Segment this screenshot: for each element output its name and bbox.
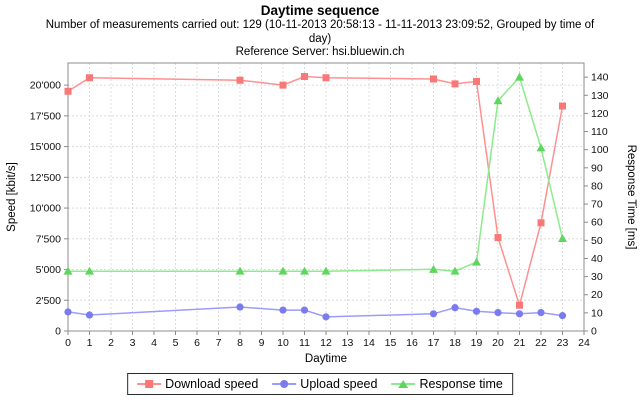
svg-text:7'500: 7'500 (36, 233, 62, 245)
svg-text:50: 50 (591, 235, 603, 247)
svg-text:10'000: 10'000 (30, 203, 61, 215)
response-time-legend-marker-icon (391, 378, 416, 390)
axis-tick-labels: 0 1 2 3 4 5 6 7 8 9 10 11 12 13 14 15 16 17 18 19 20 21 22 23 24… (30, 72, 609, 349)
svg-text:13: 13 (342, 337, 354, 349)
svg-text:15: 15 (385, 337, 397, 349)
svg-text:4: 4 (151, 337, 157, 349)
svg-text:3: 3 (130, 337, 136, 349)
right-axis-title: Response Time [ms] (625, 145, 637, 250)
x-axis-title: Daytime (305, 353, 347, 365)
svg-text:14: 14 (363, 337, 375, 349)
axis-ticks (64, 76, 588, 335)
svg-text:12'500: 12'500 (30, 172, 61, 184)
chart-reference-server: Reference Server: hsi.bluewin.ch (235, 46, 405, 58)
svg-text:60: 60 (591, 217, 603, 229)
svg-text:8: 8 (237, 337, 243, 349)
svg-text:110: 110 (591, 126, 608, 138)
svg-text:7: 7 (216, 337, 222, 349)
legend-item-download-speed: Download speed (137, 377, 258, 391)
svg-text:9: 9 (259, 337, 265, 349)
chart-title: Daytime sequence (260, 3, 380, 18)
svg-text:2'500: 2'500 (36, 295, 62, 307)
grid-lines (67, 63, 585, 332)
response-time-markers (63, 72, 567, 275)
upload-speed-legend-marker-icon (272, 378, 297, 390)
svg-text:17'500: 17'500 (30, 110, 61, 122)
svg-text:20: 20 (591, 289, 603, 301)
svg-text:16: 16 (406, 337, 418, 349)
svg-text:18: 18 (449, 337, 461, 349)
chart-legend: Download speed Upload speed Response tim… (127, 373, 513, 395)
svg-text:80: 80 (591, 180, 603, 192)
axis-titles: Speed [kbit/s] Response Time [ms] Daytime (6, 145, 637, 365)
svg-text:140: 140 (591, 72, 609, 84)
upload-speed-line (67, 306, 563, 318)
svg-text:100: 100 (591, 144, 609, 156)
svg-text:2: 2 (108, 337, 114, 349)
svg-text:70: 70 (591, 199, 603, 211)
svg-text:5: 5 (173, 337, 179, 349)
svg-text:90: 90 (591, 162, 603, 174)
svg-text:1: 1 (87, 337, 93, 349)
response-time-line (68, 75, 564, 272)
svg-text:11: 11 (299, 337, 310, 349)
svg-text:0: 0 (65, 337, 71, 349)
download-speed-legend-marker-icon (137, 378, 162, 390)
svg-text:0: 0 (55, 326, 61, 338)
svg-text:20'000: 20'000 (30, 80, 61, 92)
legend-item-upload-speed: Upload speed (272, 377, 377, 391)
chart-subtitle-line2: day) (308, 32, 332, 45)
svg-text:20: 20 (492, 337, 504, 349)
chart-subtitle-line1: Number of measurements carried out: 129 … (45, 19, 595, 31)
legend-label-response-time: Response time (419, 377, 503, 391)
svg-text:6: 6 (194, 337, 200, 349)
legend-label-upload-speed: Upload speed (300, 377, 378, 391)
legend-item-response-time: Response time (391, 377, 503, 391)
svg-text:130: 130 (591, 90, 609, 102)
svg-text:22: 22 (535, 337, 547, 349)
left-axis-title: Speed [kbit/s] (6, 162, 18, 232)
svg-text:21: 21 (514, 337, 526, 349)
svg-text:5'000: 5'000 (36, 264, 62, 276)
svg-text:24: 24 (578, 337, 590, 349)
download-speed-markers (64, 73, 566, 309)
legend-label-download-speed: Download speed (165, 377, 259, 391)
chart-header: Daytime sequence Number of measurements … (0, 3, 640, 60)
svg-text:19: 19 (471, 337, 483, 349)
svg-text:12: 12 (320, 337, 332, 349)
upload-speed-markers (64, 303, 567, 321)
svg-text:17: 17 (428, 337, 440, 349)
svg-text:10: 10 (277, 337, 289, 349)
svg-text:15'000: 15'000 (30, 141, 61, 153)
svg-text:30: 30 (591, 271, 603, 283)
svg-text:10: 10 (591, 307, 603, 319)
svg-text:120: 120 (591, 108, 609, 120)
svg-text:23: 23 (557, 337, 569, 349)
svg-text:0: 0 (591, 326, 597, 338)
svg-text:40: 40 (591, 253, 603, 265)
